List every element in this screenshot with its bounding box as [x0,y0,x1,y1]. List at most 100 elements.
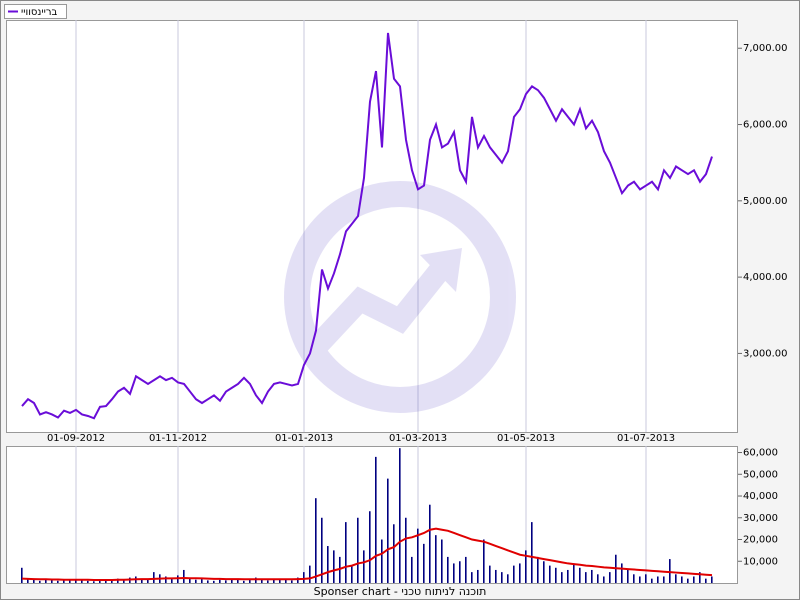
bar [105,580,107,583]
bar [543,561,545,583]
bar [357,517,359,583]
y-tick-label: 40,000 [743,491,778,502]
bar [189,578,191,583]
bar [69,579,71,583]
y-tick-label: 50,000 [743,469,778,480]
bar [225,580,227,583]
bar [405,517,407,583]
bar [231,578,233,583]
bar [507,574,509,583]
bar [537,556,539,583]
bar [483,539,485,583]
bar [141,578,143,583]
bar [267,580,269,583]
bar [621,563,623,583]
bar [57,580,59,583]
bar [195,579,197,583]
bar [87,580,89,583]
bar [705,578,707,583]
bar [207,580,209,583]
bar [291,580,293,583]
bar [561,572,563,583]
bar [351,565,353,583]
x-tick-label: 01-07-2013 [617,433,675,444]
bar [39,580,41,583]
bar [435,535,437,583]
bar [645,574,647,583]
bar [165,576,167,583]
bar [465,556,467,583]
bar [657,576,659,583]
bar [501,572,503,583]
bar [387,478,389,583]
bar [27,578,29,583]
y-tick-label: 6,000.00 [743,120,788,131]
bar [183,569,185,583]
bar [333,550,335,583]
bar [111,579,113,583]
bar [519,563,521,583]
x-tick-label: 01-11-2012 [149,433,207,444]
bar [711,576,713,583]
bar [93,581,95,583]
bar [297,577,299,583]
bar [309,565,311,583]
bar [81,579,83,583]
bar [123,579,125,583]
bar [75,580,77,583]
bar [525,550,527,583]
bar [363,550,365,583]
x-tick-label: 01-03-2013 [389,433,447,444]
bar [513,565,515,583]
bar [453,563,455,583]
bar [639,576,641,583]
bar [243,580,245,583]
x-tick-label: 01-05-2013 [497,433,555,444]
bar [489,565,491,583]
bar [555,567,557,583]
bar [147,579,149,583]
bar [45,579,47,583]
bar [219,579,221,583]
bar [279,578,281,583]
bar [63,579,65,583]
y-tick-label: 10,000 [743,556,778,567]
bar [627,569,629,583]
bar [579,567,581,583]
y-tick-label: 60,000 [743,448,778,459]
bar [597,574,599,583]
bar [441,539,443,583]
bar [471,572,473,583]
bar [693,576,695,583]
bar [51,580,53,583]
bar [21,567,23,583]
bar [585,572,587,583]
bar [213,580,215,583]
bar [339,556,341,583]
x-tick-label: 01-01-2013 [275,433,333,444]
y-tick-label: 20,000 [743,535,778,546]
bar [117,578,119,583]
bar [699,572,701,583]
bar [303,572,305,583]
bar [411,556,413,583]
legend [4,4,67,19]
bar [591,569,593,583]
volume-panel [6,446,738,584]
x-tick-label: 01-09-2012 [47,433,105,444]
bar [423,543,425,583]
bar [567,569,569,583]
bar [459,561,461,583]
bar [669,559,671,583]
watermark [284,181,516,413]
bar [249,579,251,583]
bar [675,574,677,583]
bar [687,578,689,583]
bar [171,577,173,583]
y-tick-label: 3,000.00 [743,348,788,359]
bar [99,580,101,583]
bar [477,569,479,583]
bar [495,569,497,583]
bar [549,565,551,583]
bar [609,572,611,583]
